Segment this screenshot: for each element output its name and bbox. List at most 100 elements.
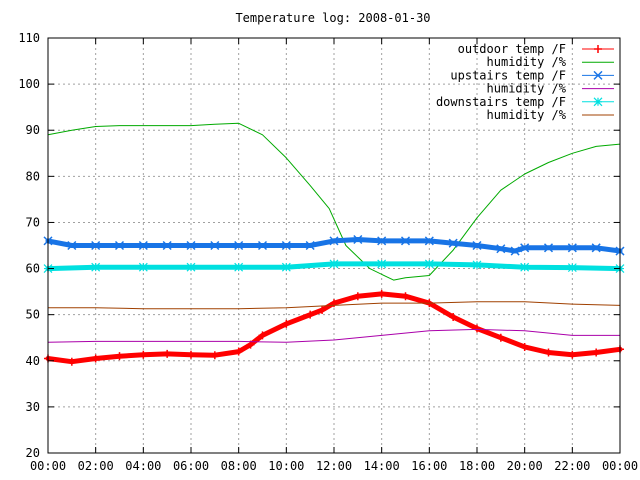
x-tick-label: 10:00 [268,459,304,473]
series-marker [234,240,244,251]
legend-label: downstairs temp /F [436,95,566,109]
legend-entry: humidity /% [487,55,614,69]
series-marker [306,310,315,319]
series-2 [47,122,621,281]
series-marker [594,45,602,53]
legend-entry: downstairs temp /F [436,95,614,109]
series-marker [567,243,577,253]
series-marker [593,70,603,80]
series-marker [305,240,315,251]
x-tick-label: 00:00 [602,459,638,473]
series-marker [281,262,291,272]
series-marker [234,262,244,272]
x-tick-label: 02:00 [78,459,114,473]
series-marker [163,349,172,358]
y-tick-label: 20 [26,446,40,460]
series-marker [162,240,172,251]
series-marker [544,348,553,357]
axis-layer: 00:00 02:00 04:00 06:00 08:00 10:00 12:00 14:00… [18,31,638,473]
legend-label: outdoor temp /F [458,42,566,56]
series-marker [282,319,291,328]
y-tick-label: 60 [26,262,40,276]
series-marker [496,244,506,254]
x-tick-label: 08:00 [221,459,257,473]
series-marker [114,240,125,251]
series-marker [257,240,268,251]
series-5 [43,259,625,273]
series-marker [353,292,362,301]
x-tick-label: 22:00 [554,459,590,473]
series-marker [472,240,482,251]
series-marker [592,348,601,357]
legend-entry: upstairs temp /F [450,68,614,82]
y-tick-label: 30 [26,400,40,414]
y-tick-label: 110 [18,31,40,45]
series-marker [67,357,76,366]
y-tick-label: 70 [26,215,40,229]
y-tick-label: 100 [18,77,40,91]
y-tick-label: 80 [26,169,40,183]
series-marker [91,354,100,363]
series-marker [186,240,196,251]
x-tick-label: 14:00 [364,459,400,473]
series-marker [377,236,387,246]
series-marker [139,350,148,359]
series-3 [43,234,625,256]
series-marker [448,238,458,248]
series-marker [186,262,196,272]
series-marker [424,259,434,269]
x-tick-label: 12:00 [316,459,352,473]
x-tick-label: 06:00 [173,459,209,473]
legend-label: humidity /% [487,82,567,96]
series-marker [496,333,505,342]
series-marker [318,306,327,315]
series-line [47,301,621,310]
series-marker [91,240,101,251]
y-tick-label: 90 [26,123,40,137]
grid-layer [48,38,620,453]
series-6 [47,301,621,310]
series-marker [91,262,101,272]
series-marker [472,260,482,270]
legend-entry: humidity /% [487,82,614,96]
series-marker [115,352,124,361]
series-marker [401,292,410,301]
series-marker [520,342,529,351]
legend-label: humidity /% [487,55,567,69]
series-marker [281,240,291,251]
x-tick-label: 20:00 [507,459,543,473]
series-line [47,122,621,281]
series-marker [591,243,601,253]
series-marker [520,243,530,253]
series-marker [210,351,219,360]
series-marker [258,331,267,340]
x-tick-label: 04:00 [125,459,161,473]
series-marker [520,262,530,272]
series-marker [329,259,339,269]
chart-title: Temperature log: 2008-01-30 [235,11,430,25]
y-tick-label: 40 [26,354,40,368]
series-marker [67,240,77,251]
legend-entry: outdoor temp /F [458,42,614,56]
series-marker [353,234,363,245]
legend-label: humidity /% [487,108,567,122]
series-marker [449,312,458,321]
series-marker [424,236,434,246]
legend-label: upstairs temp /F [450,68,566,82]
x-tick-label: 16:00 [411,459,447,473]
series-marker [138,262,148,272]
series-marker [567,263,577,273]
series-marker [187,350,195,359]
series-line [47,328,621,343]
legend-entry: humidity /% [487,108,614,122]
series-marker [400,236,411,246]
series-marker [377,289,386,298]
series-marker [210,240,220,251]
series-4 [47,328,621,343]
x-tick-label: 18:00 [459,459,495,473]
series-marker [510,246,520,256]
series-marker [234,347,243,356]
series-marker [329,236,339,246]
